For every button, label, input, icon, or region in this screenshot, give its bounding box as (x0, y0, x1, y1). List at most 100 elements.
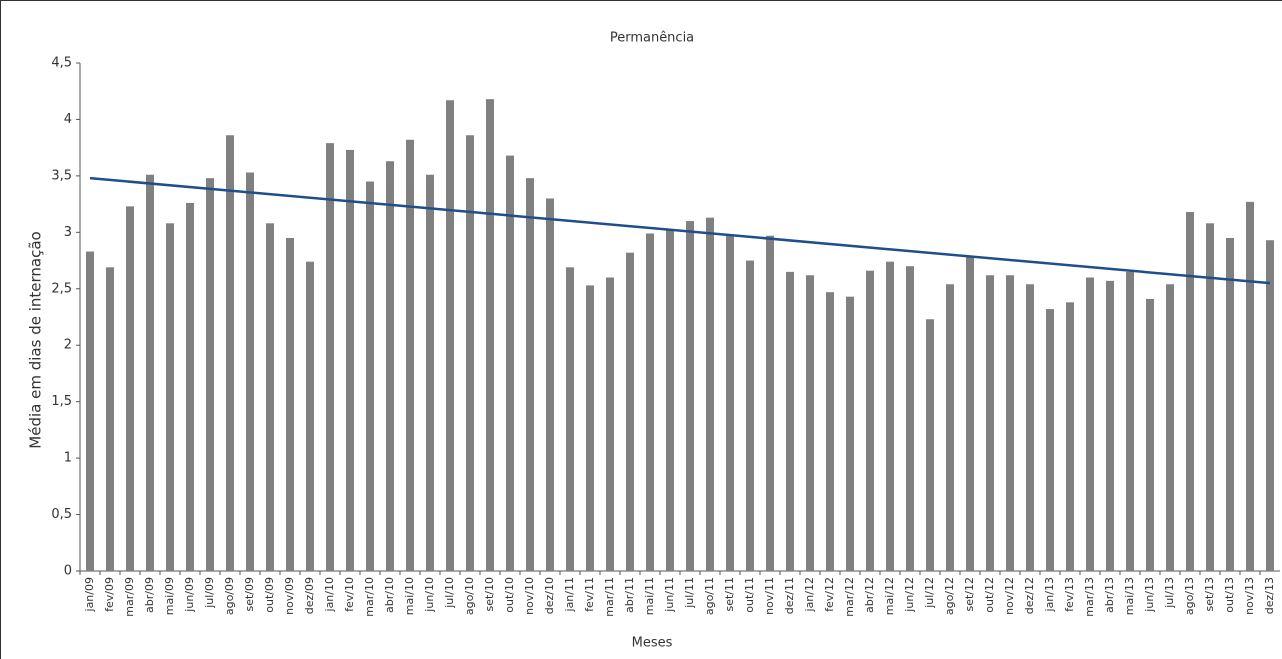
bar (1226, 237, 1234, 571)
bar (646, 233, 654, 571)
bar (426, 174, 434, 571)
x-tick-label: ago/13 (1183, 577, 1196, 615)
x-tick-label: abr/10 (383, 577, 396, 613)
chart-title: Permanência (610, 31, 694, 46)
y-tick-label: 2,5 (51, 281, 72, 296)
bar (746, 260, 754, 571)
bar (666, 228, 674, 572)
bar (686, 221, 694, 572)
bar (246, 172, 254, 571)
x-tick-label: mar/10 (363, 577, 376, 617)
x-tick-label: jan/11 (563, 577, 576, 612)
bar (306, 261, 314, 571)
y-tick-label: 1 (64, 451, 72, 466)
y-tick-label: 0,5 (51, 507, 72, 522)
bar (1206, 223, 1214, 571)
trend-line (89, 176, 1271, 285)
bar (1026, 284, 1034, 571)
x-tick-label: nov/11 (763, 577, 776, 615)
x-tick-label: dez/13 (1263, 577, 1276, 614)
x-tick-label: jun/09 (183, 577, 196, 613)
bar (226, 135, 234, 571)
y-tick-label: 3 (64, 225, 72, 240)
bar (1186, 212, 1194, 571)
bar (766, 235, 774, 571)
bar (1086, 277, 1094, 571)
x-tick-label: jan/10 (323, 577, 336, 612)
x-tick-label: mar/11 (603, 577, 616, 617)
y-tick-label: 4 (64, 112, 72, 127)
bar (266, 223, 274, 571)
y-tick-label: 2 (64, 338, 72, 353)
bar (126, 206, 134, 571)
x-tick-label: jan/09 (83, 577, 96, 612)
x-axis-label: Meses (632, 636, 673, 651)
bar (606, 277, 614, 571)
x-tick-label: abr/11 (623, 577, 636, 613)
x-tick-label: abr/13 (1103, 577, 1116, 613)
y-tick-label: 0 (64, 564, 72, 579)
bar (786, 271, 794, 571)
x-tick-label: out/10 (503, 577, 516, 613)
x-tick-label: jan/12 (803, 577, 816, 612)
x-tick-label: jan/13 (1043, 577, 1056, 612)
bar (1046, 309, 1054, 571)
bar (386, 161, 394, 572)
bar (1166, 284, 1174, 571)
x-tick-label: set/12 (963, 577, 976, 612)
x-tick-label: jun/12 (903, 577, 916, 613)
x-tick-label: ago/12 (943, 577, 956, 615)
bar (1246, 201, 1254, 571)
y-tick-label: 3,5 (51, 168, 72, 183)
bar (1146, 298, 1154, 571)
bar (726, 234, 734, 571)
bar (346, 149, 354, 571)
bar (86, 251, 94, 571)
y-tick-label: 4,5 (51, 56, 72, 71)
bar (546, 198, 554, 571)
bar (526, 178, 534, 571)
x-tick-label: dez/09 (303, 577, 316, 614)
bar (806, 275, 814, 571)
bar (1006, 275, 1014, 571)
x-tick-label: nov/10 (523, 577, 536, 615)
x-tick-label: out/12 (983, 577, 996, 613)
bar (566, 267, 574, 571)
x-tick-label: jun/13 (1143, 577, 1156, 613)
bar (406, 139, 414, 571)
bar (1126, 271, 1134, 571)
x-tick-label: abr/12 (863, 577, 876, 613)
x-tick-label: fev/10 (343, 577, 356, 612)
x-tick-label: jul/13 (1163, 577, 1176, 609)
bar (906, 266, 914, 571)
bar (1266, 240, 1274, 572)
bar (826, 292, 834, 571)
x-tick-label: jul/10 (443, 577, 456, 609)
x-tick-label: mai/09 (163, 577, 176, 615)
x-tick-label: mai/12 (883, 577, 896, 615)
x-tick-label: out/11 (743, 577, 756, 613)
bar (946, 284, 954, 571)
bar (506, 155, 514, 571)
y-axis-label: Média em dias de internação (27, 231, 45, 448)
bar (926, 319, 934, 571)
bar (1106, 280, 1114, 571)
x-tick-label: out/13 (1223, 577, 1236, 613)
bar (846, 296, 854, 571)
x-tick-label: fev/09 (103, 577, 116, 612)
bar (166, 223, 174, 571)
x-tick-label: nov/13 (1243, 577, 1256, 615)
bar (966, 256, 974, 571)
x-tick-label: ago/11 (703, 577, 716, 615)
x-tick-label: ago/09 (223, 577, 236, 615)
x-tick-label: mar/12 (843, 577, 856, 617)
bar (1066, 302, 1074, 571)
bar (866, 270, 874, 571)
x-tick-label: jun/11 (663, 577, 676, 613)
x-tick-label: ago/10 (463, 577, 476, 615)
x-tick-label: jul/11 (683, 577, 696, 609)
x-tick-label: mar/09 (123, 577, 136, 617)
x-tick-label: mai/11 (643, 577, 656, 615)
